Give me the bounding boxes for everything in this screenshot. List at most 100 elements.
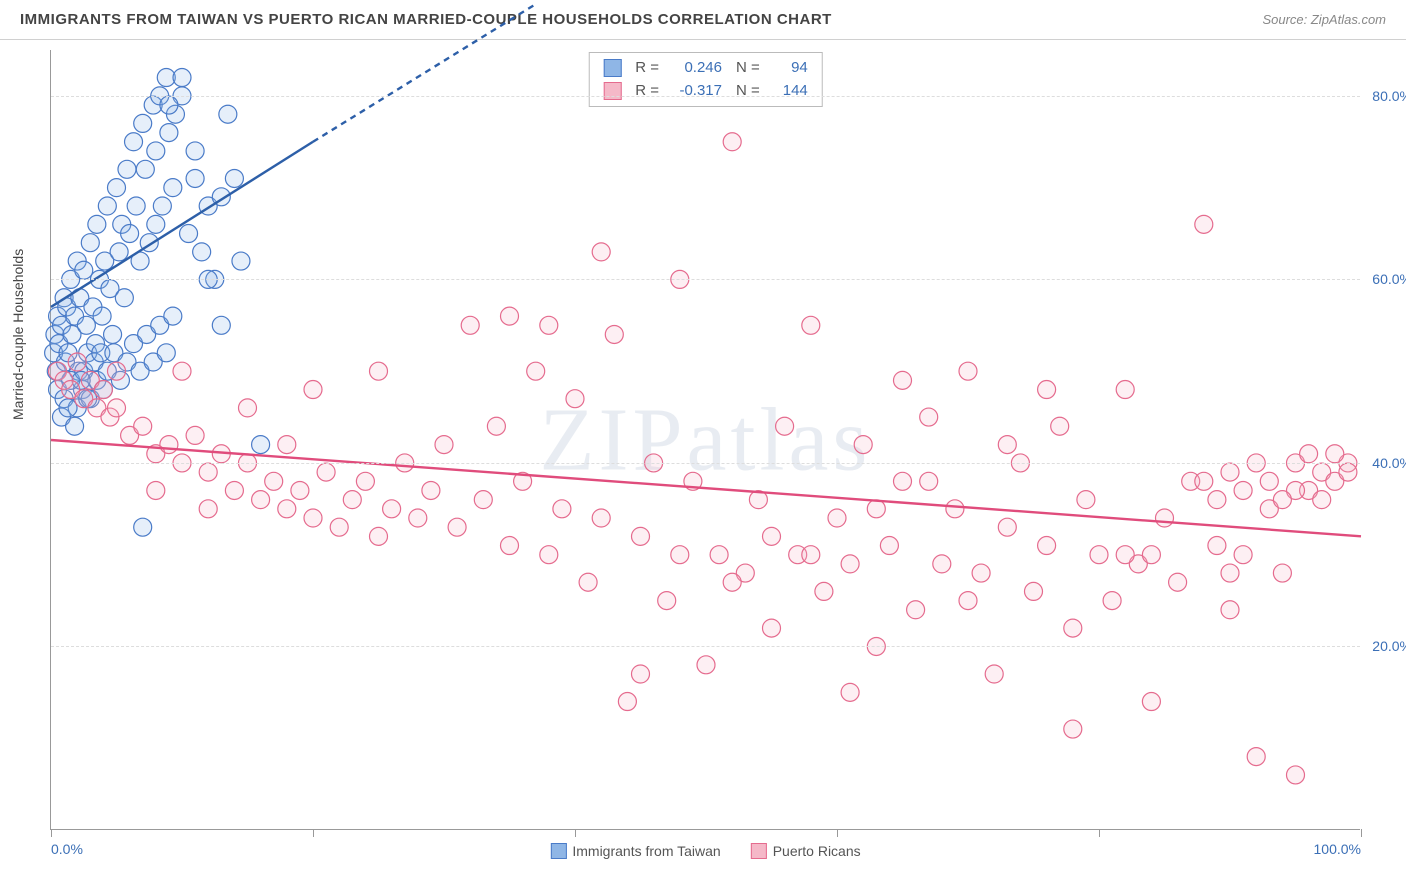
scatter-point [68, 353, 86, 371]
scatter-point [841, 683, 859, 701]
scatter-point [998, 436, 1016, 454]
scatter-point [487, 417, 505, 435]
scatter-point [1025, 582, 1043, 600]
scatter-point [93, 307, 111, 325]
scatter-point [125, 133, 143, 151]
scatter-point [66, 417, 84, 435]
scatter-point [474, 491, 492, 509]
scatter-point [1142, 546, 1160, 564]
x-tick-label: 0.0% [51, 841, 83, 857]
scatter-point [160, 124, 178, 142]
scatter-point [1273, 564, 1291, 582]
scatter-point [1103, 592, 1121, 610]
scatter-point [330, 518, 348, 536]
scatter-point [98, 197, 116, 215]
legend-label: Puerto Ricans [773, 843, 861, 859]
y-tick-label: 40.0% [1372, 455, 1406, 471]
scatter-point [88, 215, 106, 233]
scatter-point [343, 491, 361, 509]
scatter-point [134, 518, 152, 536]
scatter-point [108, 362, 126, 380]
scatter-point [147, 142, 165, 160]
scatter-point [186, 169, 204, 187]
scatter-point [127, 197, 145, 215]
scatter-point [1326, 445, 1344, 463]
scatter-point [304, 381, 322, 399]
scatter-point [448, 518, 466, 536]
scatter-point [110, 243, 128, 261]
scatter-point [1208, 491, 1226, 509]
scatter-point [632, 527, 650, 545]
scatter-point [219, 105, 237, 123]
scatter-point [540, 316, 558, 334]
scatter-point [1051, 417, 1069, 435]
scatter-point [160, 96, 178, 114]
gridline-h [51, 646, 1360, 647]
gridline-h [51, 463, 1360, 464]
scatter-point [134, 114, 152, 132]
scatter-point [618, 693, 636, 711]
scatter-point [658, 592, 676, 610]
scatter-point [1116, 546, 1134, 564]
scatter-point [1221, 601, 1239, 619]
scatter-point [815, 582, 833, 600]
scatter-point [933, 555, 951, 573]
x-tick-label: 100.0% [1314, 841, 1361, 857]
scatter-point [232, 252, 250, 270]
y-tick-label: 20.0% [1372, 638, 1406, 654]
scatter-point [278, 436, 296, 454]
scatter-point [867, 500, 885, 518]
scatter-point [121, 225, 139, 243]
scatter-point [566, 390, 584, 408]
scatter-point [77, 316, 95, 334]
scatter-point [291, 481, 309, 499]
scatter-point [907, 601, 925, 619]
scatter-point [972, 564, 990, 582]
source-label: Source: ZipAtlas.com [1262, 12, 1386, 27]
scatter-point [723, 133, 741, 151]
scatter-point [1169, 573, 1187, 591]
scatter-point [153, 197, 171, 215]
y-tick-label: 80.0% [1372, 88, 1406, 104]
scatter-point [592, 243, 610, 261]
scatter-point [1287, 766, 1305, 784]
x-tick [575, 829, 576, 837]
scatter-point [894, 371, 912, 389]
chart-title: IMMIGRANTS FROM TAIWAN VS PUERTO RICAN M… [20, 11, 832, 28]
scatter-point [1273, 491, 1291, 509]
legend-swatch [550, 843, 566, 859]
scatter-point [173, 362, 191, 380]
scatter-point [59, 399, 77, 417]
scatter-point [1313, 491, 1331, 509]
scatter-point [632, 665, 650, 683]
x-tick [1099, 829, 1100, 837]
scatter-point [108, 399, 126, 417]
scatter-point [304, 509, 322, 527]
scatter-point [1247, 748, 1265, 766]
title-bar: IMMIGRANTS FROM TAIWAN VS PUERTO RICAN M… [0, 0, 1406, 40]
scatter-point [225, 481, 243, 499]
scatter-point [920, 472, 938, 490]
scatter-point [959, 592, 977, 610]
scatter-point [920, 408, 938, 426]
scatter-point [193, 243, 211, 261]
scatter-point [1077, 491, 1095, 509]
scatter-point [225, 169, 243, 187]
scatter-point [147, 215, 165, 233]
scatter-point [959, 362, 977, 380]
legend-label: Immigrants from Taiwan [572, 843, 720, 859]
scatter-point [160, 436, 178, 454]
scatter-point [1090, 546, 1108, 564]
scatter-point [697, 656, 715, 674]
scatter-point [435, 436, 453, 454]
scatter-point [985, 665, 1003, 683]
legend-item: Immigrants from Taiwan [550, 843, 720, 859]
scatter-point [802, 546, 820, 564]
scatter-point [1038, 537, 1056, 555]
scatter-point [1038, 381, 1056, 399]
scatter-point [252, 436, 270, 454]
scatter-point [199, 500, 217, 518]
scatter-plot: ZIPatlas R =0.246N =94R =-0.317N =144 Im… [50, 50, 1360, 830]
scatter-point [1064, 619, 1082, 637]
y-tick-label: 60.0% [1372, 271, 1406, 287]
